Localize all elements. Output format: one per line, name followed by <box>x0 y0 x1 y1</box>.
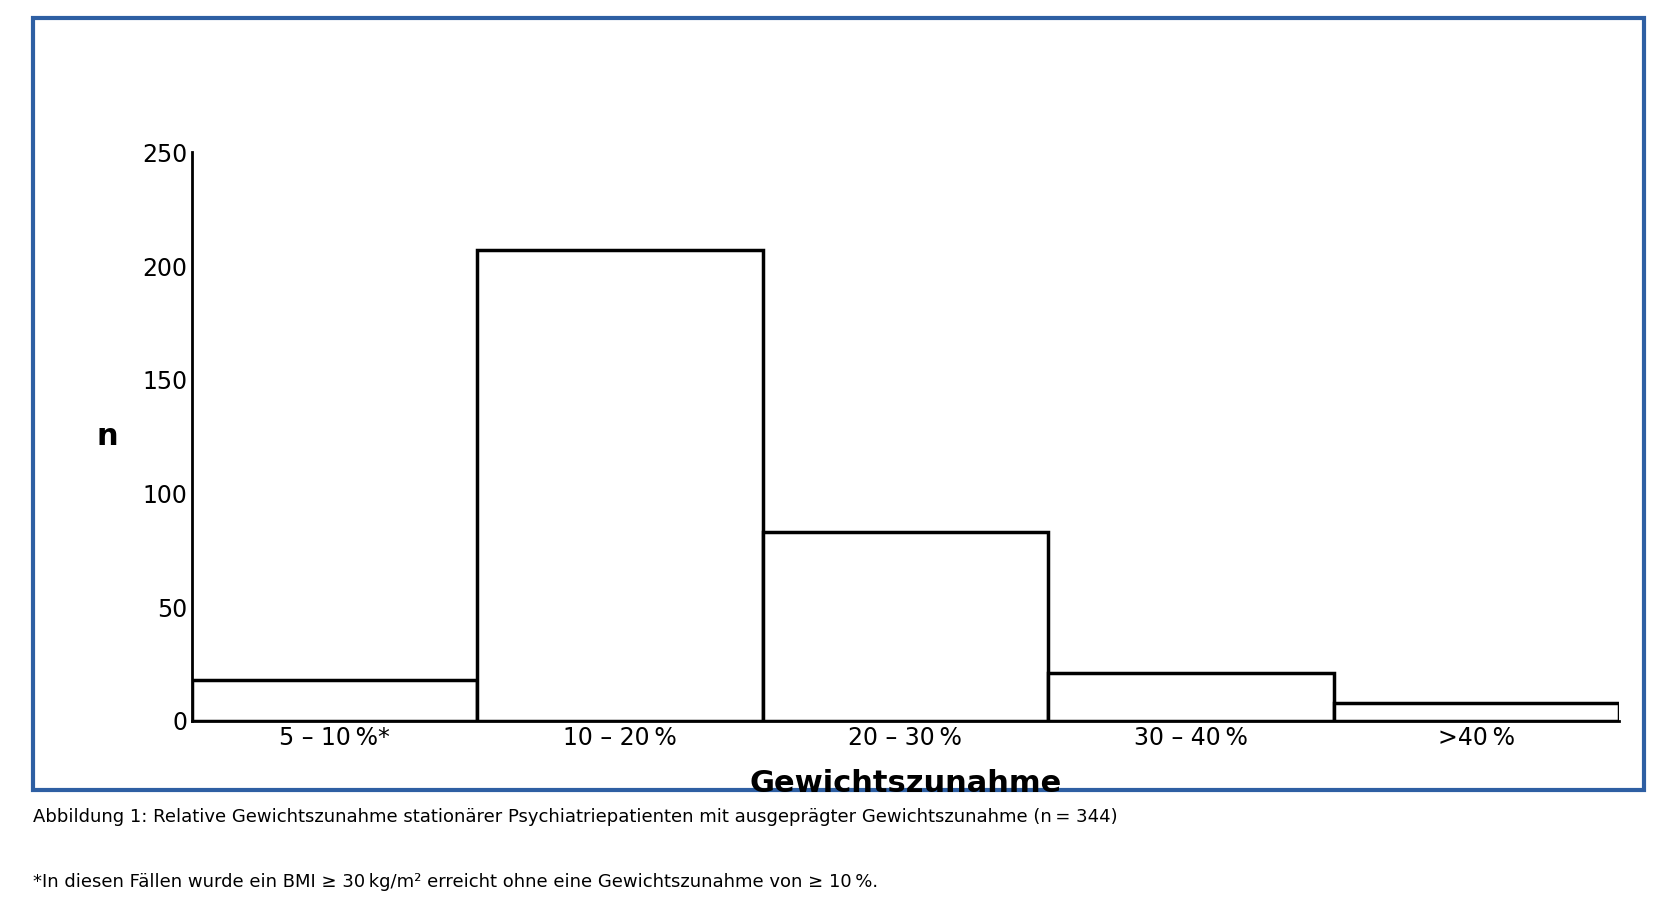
Bar <box>192 680 477 721</box>
Text: Abbildung 1: Relative Gewichtszunahme stationärer Psychiatriepatienten mit ausge: Abbildung 1: Relative Gewichtszunahme st… <box>33 808 1118 826</box>
Bar <box>763 532 1048 721</box>
X-axis label: Gewichtszunahme: Gewichtszunahme <box>749 769 1061 798</box>
Bar <box>477 250 763 721</box>
Text: *In diesen Fällen wurde ein BMI ≥ 30 kg/m² erreicht ohne eine Gewichtszunahme vo: *In diesen Fällen wurde ein BMI ≥ 30 kg/… <box>33 873 878 891</box>
Bar <box>1334 702 1619 721</box>
Bar <box>1048 673 1334 721</box>
Y-axis label: n: n <box>97 422 118 451</box>
